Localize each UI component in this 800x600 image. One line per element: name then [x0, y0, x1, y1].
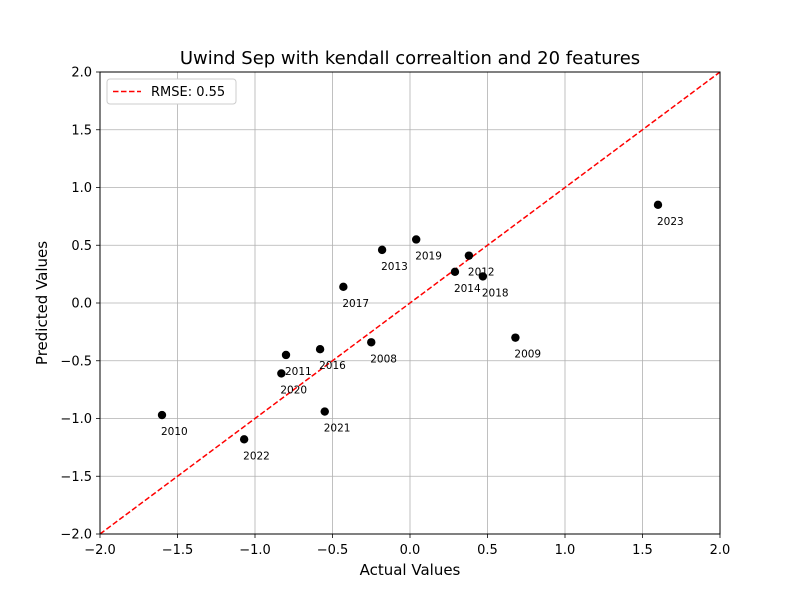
- data-point: [157, 410, 167, 420]
- x-tick-label: −1.5: [162, 543, 194, 558]
- point-year-label: 2008: [370, 353, 397, 365]
- data-point: [511, 333, 520, 342]
- point-year-label: 2016: [319, 360, 346, 372]
- y-tick-label: −1.0: [60, 412, 92, 427]
- point-year-label: 2020: [280, 384, 307, 396]
- point-year-label: 2017: [342, 298, 369, 310]
- x-tick-label: −2.0: [84, 543, 116, 558]
- data-point: [653, 200, 663, 210]
- y-tick-label: −2.0: [60, 528, 92, 543]
- x-tick-label: 1.5: [632, 543, 653, 558]
- x-tick-label: 1.0: [555, 543, 576, 558]
- data-point: [239, 435, 249, 444]
- point-year-label: 2023: [657, 216, 684, 228]
- chart-title: Uwind Sep with kendall correaltion and 2…: [180, 48, 640, 69]
- data-point: [450, 267, 460, 277]
- y-tick-label: 1.0: [71, 181, 92, 196]
- data-points: [157, 200, 663, 444]
- point-year-label: 2021: [324, 423, 351, 435]
- data-point: [464, 251, 474, 260]
- x-tick-label: −1.0: [239, 543, 271, 558]
- point-year-label: 2009: [514, 349, 541, 361]
- y-tick-label: 2.0: [71, 66, 92, 81]
- x-axis-label: Actual Values: [360, 561, 461, 579]
- y-axis-label: Predicted Values: [33, 241, 51, 365]
- y-tick-label: 0.0: [71, 297, 92, 312]
- y-tick-label: 1.5: [71, 123, 92, 138]
- data-point: [281, 350, 291, 360]
- data-point: [339, 282, 348, 292]
- y-tick-label: −1.5: [60, 470, 92, 485]
- point-year-label: 2022: [243, 450, 270, 462]
- data-point: [320, 407, 329, 416]
- point-year-label: 2018: [482, 287, 509, 299]
- y-tick-label: −0.5: [60, 354, 92, 369]
- data-point: [377, 245, 387, 255]
- data-point: [367, 338, 376, 347]
- y-tick-label: 0.5: [71, 239, 92, 254]
- data-point: [277, 369, 286, 378]
- reference-line: [99, 71, 721, 535]
- point-labels: 2008 2009 2010 2011 2012 2013 2014 2016 2017 2018…: [161, 216, 684, 462]
- x-tick-label: −0.5: [317, 543, 349, 558]
- reference-line-group: [99, 71, 721, 535]
- point-year-label: 2014: [454, 283, 481, 295]
- point-year-label: 2010: [161, 426, 188, 438]
- legend-label: RMSE: 0.55: [151, 85, 225, 100]
- point-year-label: 2013: [381, 261, 408, 273]
- x-tick-label: 2.0: [710, 543, 731, 558]
- data-point: [478, 272, 488, 281]
- x-tick-label: 0.0: [400, 543, 421, 558]
- legend-box: [106, 78, 237, 105]
- point-year-label: 2011: [285, 366, 312, 378]
- point-year-label: 2012: [468, 267, 495, 279]
- x-axis-ticks: −2.0 −1.5 −1.0 −0.5 0.0 0.5 1.0 1.5 2.0: [84, 534, 730, 558]
- y-axis-ticks: −2.0 −1.5 −1.0 −0.5 0.0 0.5 1.0 1.5 2.0: [60, 66, 100, 543]
- x-tick-label: 0.5: [477, 543, 498, 558]
- data-point: [412, 235, 421, 244]
- data-point: [315, 345, 325, 354]
- point-year-label: 2019: [415, 250, 442, 262]
- legend: RMSE: 0.55: [106, 78, 237, 105]
